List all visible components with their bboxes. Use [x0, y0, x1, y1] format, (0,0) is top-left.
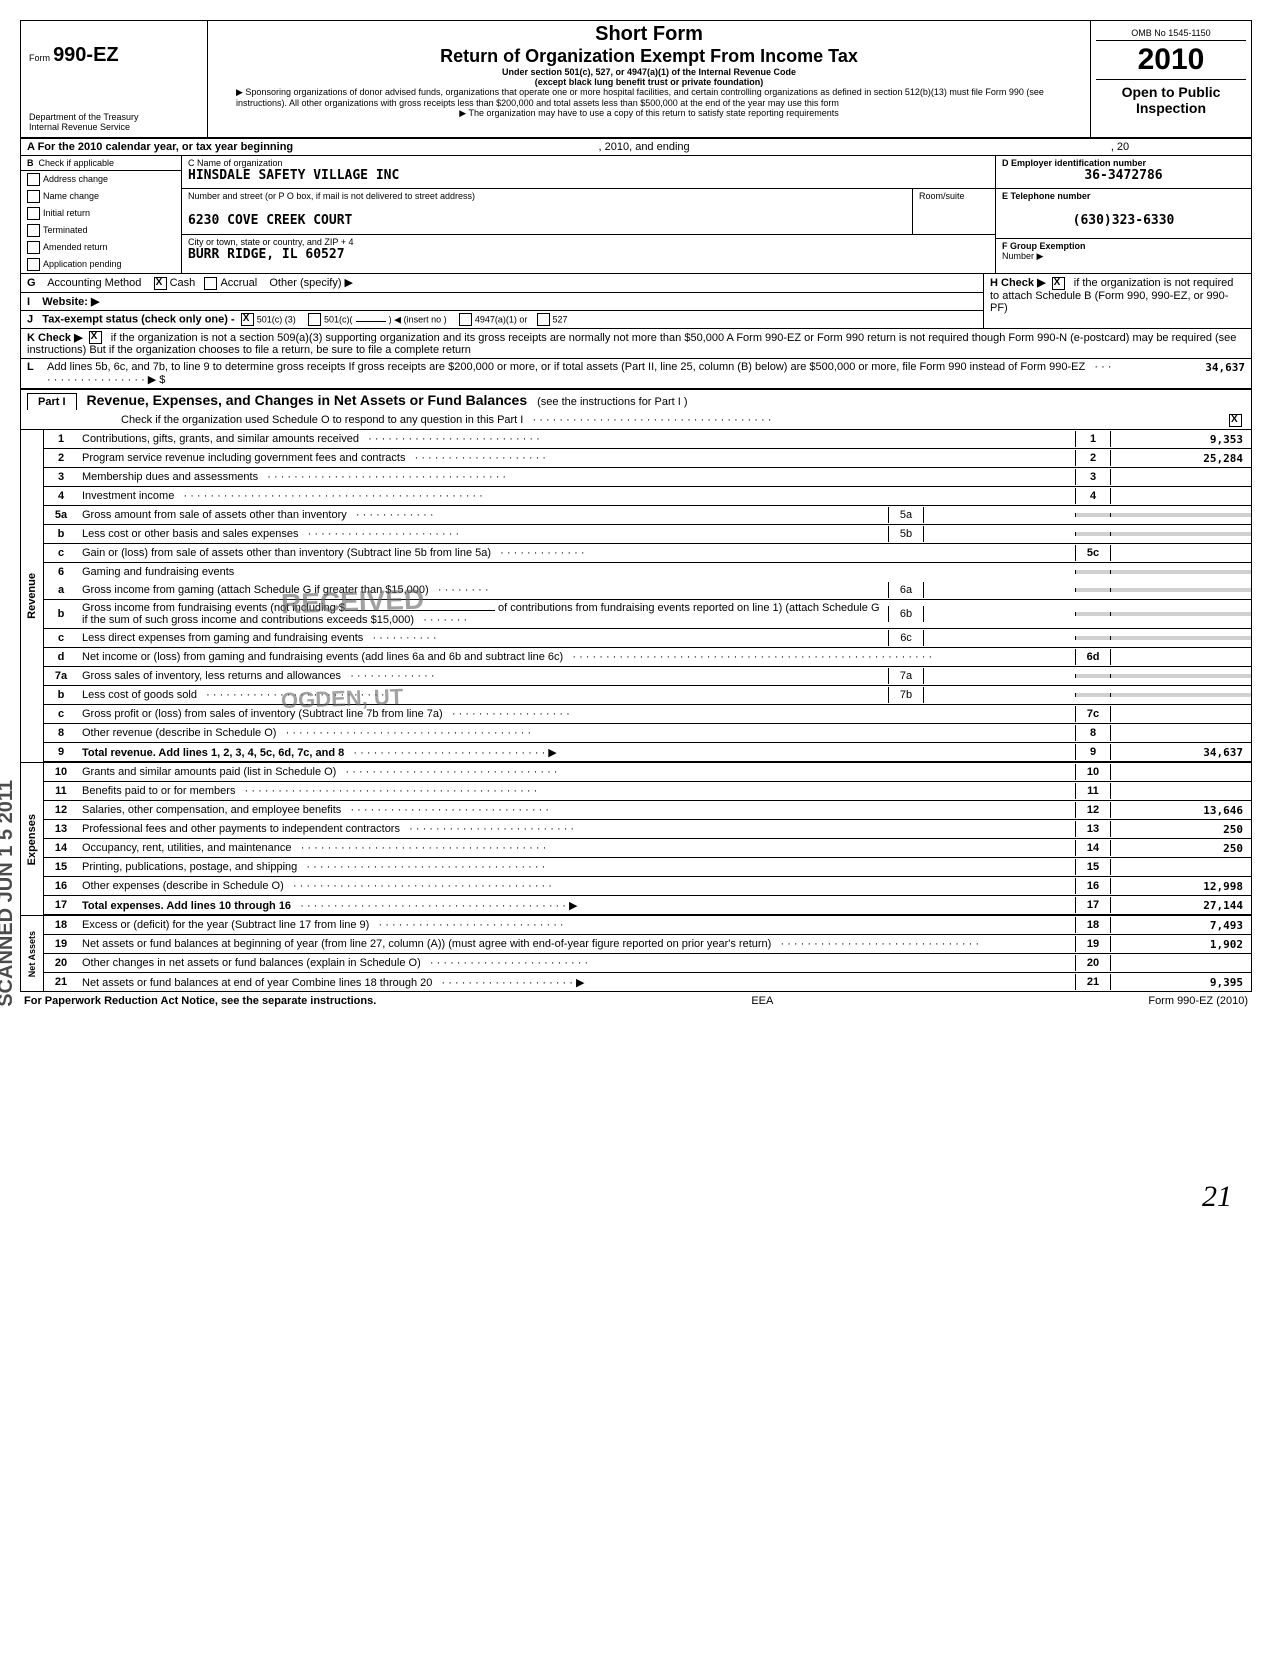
main-title: Return of Organization Exempt From Incom…: [216, 46, 1082, 67]
revenue-block: Revenue 1Contributions, gifts, grants, a…: [21, 430, 1251, 762]
tax-year: 2010: [1096, 41, 1246, 80]
received-stamp: RECEIVED: [280, 584, 424, 621]
phone: (630)323-6330: [1002, 213, 1245, 228]
check-address-change[interactable]: Address change: [21, 171, 181, 188]
check-4947[interactable]: [459, 313, 472, 326]
line21-val: 9,395: [1111, 974, 1251, 991]
short-form-title: Short Form: [216, 23, 1082, 46]
inspection: Inspection: [1096, 100, 1246, 116]
check-accrual[interactable]: [204, 277, 217, 290]
netassets-label: Net Assets: [21, 916, 44, 991]
line19-val: 1,902: [1111, 936, 1251, 953]
header-right: OMB No 1545-1150 2010 Open to Public Ins…: [1091, 21, 1251, 137]
section-b: B Check if applicable Address change Nam…: [21, 156, 182, 273]
section-l: L Add lines 5b, 6c, and 7b, to line 9 to…: [21, 359, 1251, 390]
note1: ▶ Sponsoring organizations of donor advi…: [216, 87, 1082, 108]
street: 6230 COVE CREEK COURT: [188, 213, 906, 228]
subtitle2: (except black lung benefit trust or priv…: [216, 77, 1082, 87]
handwritten-pagenum: 21: [1202, 1180, 1232, 1214]
check-schedule-o[interactable]: [1229, 414, 1242, 427]
footer: For Paperwork Reduction Act Notice, see …: [20, 992, 1252, 1010]
note2: ▶ The organization may have to use a cop…: [216, 108, 1082, 119]
check-501c3[interactable]: [241, 313, 254, 326]
org-name: HINSDALE SAFETY VILLAGE INC: [188, 168, 989, 183]
line12-val: 13,646: [1111, 802, 1251, 819]
check-cash[interactable]: [154, 277, 167, 290]
check-pending[interactable]: Application pending: [21, 256, 181, 273]
line18-val: 7,493: [1111, 917, 1251, 934]
section-h: H Check ▶ if the organization is not req…: [984, 274, 1251, 328]
subtitle1: Under section 501(c), 527, or 4947(a)(1)…: [216, 67, 1082, 77]
line13-val: 250: [1111, 821, 1251, 838]
check-name-change[interactable]: Name change: [21, 188, 181, 205]
check-amended[interactable]: Amended return: [21, 239, 181, 256]
form-prefix: Form: [29, 53, 50, 63]
irs: Internal Revenue Service: [29, 122, 199, 132]
check-initial-return[interactable]: Initial return: [21, 205, 181, 222]
header: Form 990-EZ Department of the Treasury I…: [21, 21, 1251, 139]
check-501c[interactable]: [308, 313, 321, 326]
expenses-label: Expenses: [21, 763, 44, 915]
part1-header: Part I Revenue, Expenses, and Changes in…: [21, 390, 1251, 430]
netassets-block: Net Assets 18Excess or (deficit) for the…: [21, 915, 1251, 991]
section-gh: G Accounting Method Cash Accrual Other (…: [21, 274, 1251, 329]
form-990ez: Form 990-EZ Department of the Treasury I…: [20, 20, 1252, 992]
section-i: I Website: ▶: [21, 293, 983, 311]
ein: 36-3472786: [1002, 168, 1245, 183]
check-509a3[interactable]: [89, 331, 102, 344]
line17-val: 27,144: [1111, 897, 1251, 914]
section-k: K Check ▶ if the organization is not a s…: [21, 329, 1251, 360]
line9-val: 34,637: [1111, 744, 1251, 761]
ogden-stamp: OGDEN, UT: [281, 684, 404, 714]
open-public: Open to Public: [1096, 80, 1246, 100]
city: BURR RIDGE, IL 60527: [188, 247, 989, 262]
line16-val: 12,998: [1111, 878, 1251, 895]
check-527[interactable]: [537, 313, 550, 326]
header-left: Form 990-EZ Department of the Treasury I…: [21, 21, 208, 137]
section-c: C Name of organization HINSDALE SAFETY V…: [182, 156, 996, 273]
form-number: 990-EZ: [53, 44, 119, 66]
line1-val: 9,353: [1111, 431, 1251, 448]
section-a: A For the 2010 calendar year, or tax yea…: [21, 139, 1251, 156]
line2-val: 25,284: [1111, 450, 1251, 467]
line14-val: 250: [1111, 840, 1251, 857]
dept: Department of the Treasury: [29, 112, 199, 122]
omb: OMB No 1545-1150: [1096, 26, 1246, 41]
section-j: J Tax-exempt status (check only one) - 5…: [21, 311, 983, 328]
info-block: B Check if applicable Address change Nam…: [21, 156, 1251, 274]
check-schedule-b[interactable]: [1052, 277, 1065, 290]
expenses-block: Expenses 10Grants and similar amounts pa…: [21, 762, 1251, 915]
section-g: G Accounting Method Cash Accrual Other (…: [21, 274, 983, 293]
scanned-stamp: SCANNED JUN 1 5 2011: [0, 780, 18, 1007]
header-center: Short Form Return of Organization Exempt…: [208, 21, 1091, 137]
revenue-label: Revenue: [21, 430, 44, 762]
section-def: D Employer identification number 36-3472…: [996, 156, 1251, 273]
check-terminated[interactable]: Terminated: [21, 222, 181, 239]
gross-receipts: 34,637: [1115, 361, 1245, 386]
